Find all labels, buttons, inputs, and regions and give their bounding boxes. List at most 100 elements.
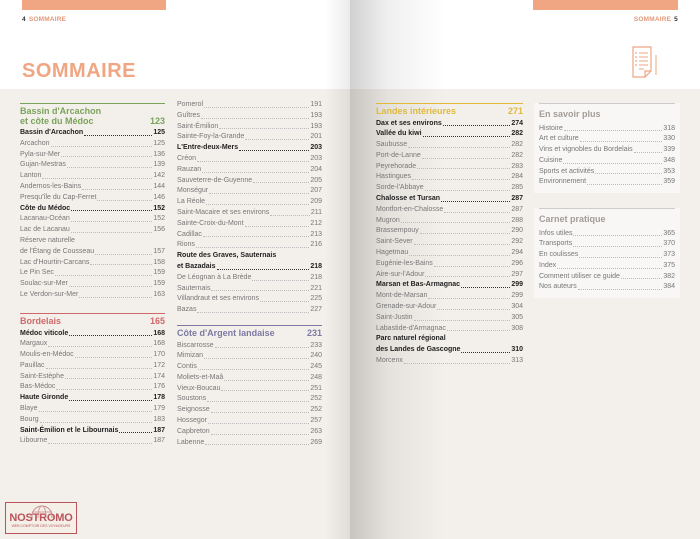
toc-entry[interactable]: Réserve naturelle xyxy=(20,236,165,247)
toc-entry[interactable]: Sauternais 221 xyxy=(177,284,322,295)
toc-entry[interactable]: Créon 203 xyxy=(177,154,322,165)
toc-entry[interactable]: Margaux 168 xyxy=(20,339,165,350)
dot-leader xyxy=(408,146,511,148)
section-heading[interactable]: Côte d'Argent landaise 231 xyxy=(177,325,322,339)
toc-entry[interactable]: Eugénie-les-Bains 296 xyxy=(376,259,523,270)
toc-entry[interactable]: Moulis-en-Médoc 170 xyxy=(20,350,165,361)
section-heading[interactable]: Landes intérieures 271 xyxy=(376,103,523,117)
toc-entry[interactable]: Soulac-sur-Mer 159 xyxy=(20,279,165,290)
toc-entry[interactable]: Sports et activités 353 xyxy=(539,167,675,178)
toc-entry[interactable]: Guîtres 193 xyxy=(177,111,322,122)
toc-entry[interactable]: Vieux-Boucau 251 xyxy=(177,384,322,395)
toc-entry[interactable]: Rauzan 204 xyxy=(177,165,322,176)
toc-entry[interactable]: Marsan et Bas-Armagnac 299 xyxy=(376,280,523,291)
toc-entry[interactable]: Labastide-d'Armagnac 308 xyxy=(376,324,523,335)
toc-entry[interactable]: Saubusse 282 xyxy=(376,140,523,151)
toc-entry[interactable]: de l'Étang de Cousseau 157 xyxy=(20,247,165,258)
toc-entry[interactable]: Sainte-Croix-du-Mont 212 xyxy=(177,219,322,230)
toc-entry[interactable]: Bazas 227 xyxy=(177,305,322,316)
section-heading[interactable]: Bordelais 165 xyxy=(20,313,165,327)
toc-entry[interactable]: Port-de-Lanne 282 xyxy=(376,151,523,162)
toc-entry[interactable]: Lacanau-Océan 152 xyxy=(20,214,165,225)
toc-entry[interactable]: Côte du Médoc 152 xyxy=(20,204,165,215)
toc-entry[interactable]: Pomerol 191 xyxy=(177,100,322,111)
toc-entry[interactable]: Hastingues 284 xyxy=(376,172,523,183)
toc-entry[interactable]: Peyrehorade 283 xyxy=(376,162,523,173)
toc-entry[interactable]: Pauillac 172 xyxy=(20,361,165,372)
toc-entry[interactable]: Saint-Macaire et ses environs 211 xyxy=(177,208,322,219)
toc-entry[interactable]: Vins et vignobles du Bordelais 339 xyxy=(539,145,675,156)
toc-entry[interactable]: Arcachon 125 xyxy=(20,139,165,150)
toc-entry[interactable]: Gujan-Mestras 139 xyxy=(20,160,165,171)
toc-entry[interactable]: Haute Gironde 178 xyxy=(20,393,165,404)
toc-entry[interactable]: Sorde-l'Abbaye 285 xyxy=(376,183,523,194)
toc-entry[interactable]: Histoire 318 xyxy=(539,124,675,135)
toc-entry[interactable]: Monségur 207 xyxy=(177,186,322,197)
toc-entry[interactable]: Libourne 187 xyxy=(20,436,165,447)
toc-entry[interactable]: Hagetmau 294 xyxy=(376,248,523,259)
toc-entry[interactable]: Morcenx 313 xyxy=(376,356,523,367)
toc-entry[interactable]: La Réole 209 xyxy=(177,197,322,208)
toc-entry[interactable]: et Bazadais 218 xyxy=(177,262,322,273)
toc-entry[interactable]: Art et culture 330 xyxy=(539,134,675,145)
toc-entry[interactable]: Nos auteurs 384 xyxy=(539,282,675,293)
toc-entry[interactable]: De Léognan à La Brède 218 xyxy=(177,273,322,284)
toc-entry[interactable]: Cuisine 348 xyxy=(539,156,675,167)
toc-entry[interactable]: Labenne 269 xyxy=(177,438,322,449)
toc-entry[interactable]: Transports 370 xyxy=(539,239,675,250)
toc-entry[interactable]: L'Entre-deux-Mers 203 xyxy=(177,143,322,154)
section-heading[interactable]: Carnet pratique xyxy=(539,208,675,225)
toc-entry[interactable]: Infos utiles 365 xyxy=(539,229,675,240)
toc-entry[interactable]: Sauveterre-de-Guyenne 205 xyxy=(177,176,322,187)
toc-entry[interactable]: Seignosse 252 xyxy=(177,405,322,416)
toc-entry[interactable]: Vallée du kiwi 282 xyxy=(376,129,523,140)
section-heading[interactable]: En savoir plus xyxy=(539,103,675,120)
toc-entry[interactable]: Blaye 179 xyxy=(20,404,165,415)
toc-entry[interactable]: Comment utiliser ce guide 382 xyxy=(539,272,675,283)
toc-entry[interactable]: Médoc viticole 168 xyxy=(20,329,165,340)
toc-entry[interactable]: Index 375 xyxy=(539,261,675,272)
toc-entry[interactable]: Route des Graves, Sauternais xyxy=(177,251,322,262)
toc-entry[interactable]: Le Pin Sec 159 xyxy=(20,268,165,279)
toc-entry[interactable]: Lac d'Hourtin-Carcans 158 xyxy=(20,258,165,269)
toc-entry[interactable]: Saint-Estèphe 174 xyxy=(20,372,165,383)
toc-entry[interactable]: Saint-Émilion et le Libournais 187 xyxy=(20,426,165,437)
toc-entry[interactable]: Moliets-et-Maâ 248 xyxy=(177,373,322,384)
toc-entry[interactable]: Grenade-sur-Adour 304 xyxy=(376,302,523,313)
toc-entry[interactable]: Lac de Lacanau 156 xyxy=(20,225,165,236)
toc-entry[interactable]: Saint-Justin 305 xyxy=(376,313,523,324)
toc-entry[interactable]: Presqu'île du Cap-Ferret 146 xyxy=(20,193,165,204)
toc-entry[interactable]: Chalosse et Tursan 287 xyxy=(376,194,523,205)
toc-entry[interactable]: Rions 216 xyxy=(177,240,322,251)
toc-entry[interactable]: Villandraut et ses environs 225 xyxy=(177,294,322,305)
toc-entry[interactable]: Andernos-les-Bains 144 xyxy=(20,182,165,193)
section-heading[interactable]: Bassin d'Arcachon et côte du Médoc 123 xyxy=(20,103,165,126)
toc-entry[interactable]: Aire-sur-l'Adour 297 xyxy=(376,270,523,281)
toc-entry[interactable]: Cadillac 213 xyxy=(177,230,322,241)
toc-entry[interactable]: Montfort-en-Chalosse 287 xyxy=(376,205,523,216)
toc-entry[interactable]: Sainte-Foy-la-Grande 201 xyxy=(177,132,322,143)
toc-entry[interactable]: Mugron 288 xyxy=(376,216,523,227)
toc-entry[interactable]: Brassempouy 290 xyxy=(376,226,523,237)
toc-entry[interactable]: Lanton 142 xyxy=(20,171,165,182)
toc-entry[interactable]: Le Verdon-sur-Mer 163 xyxy=(20,290,165,301)
toc-entry[interactable]: Contis 245 xyxy=(177,362,322,373)
toc-entry[interactable]: Capbreton 263 xyxy=(177,427,322,438)
toc-entry[interactable]: Bourg 183 xyxy=(20,415,165,426)
toc-entry[interactable]: Pyla-sur-Mer 136 xyxy=(20,150,165,161)
toc-entry[interactable]: Mont-de-Marsan 299 xyxy=(376,291,523,302)
toc-entry[interactable]: Bassin d'Arcachon 125 xyxy=(20,128,165,139)
toc-entry[interactable]: Saint-Sever 292 xyxy=(376,237,523,248)
toc-entry[interactable]: Biscarrosse 233 xyxy=(177,341,322,352)
toc-entry[interactable]: Mimizan 240 xyxy=(177,351,322,362)
toc-entry[interactable]: des Landes de Gascogne 310 xyxy=(376,345,523,356)
toc-entry[interactable]: Soustons 252 xyxy=(177,394,322,405)
entry-title: Cadillac xyxy=(177,230,202,238)
toc-entry[interactable]: Environnement 359 xyxy=(539,177,675,188)
toc-entry[interactable]: Hossegor 257 xyxy=(177,416,322,427)
toc-entry[interactable]: Bas-Médoc 176 xyxy=(20,382,165,393)
toc-entry[interactable]: En coulisses 373 xyxy=(539,250,675,261)
toc-entry[interactable]: Parc naturel régional xyxy=(376,334,523,345)
toc-entry[interactable]: Dax et ses environs 274 xyxy=(376,119,523,130)
toc-entry[interactable]: Saint-Émilion 193 xyxy=(177,122,322,133)
